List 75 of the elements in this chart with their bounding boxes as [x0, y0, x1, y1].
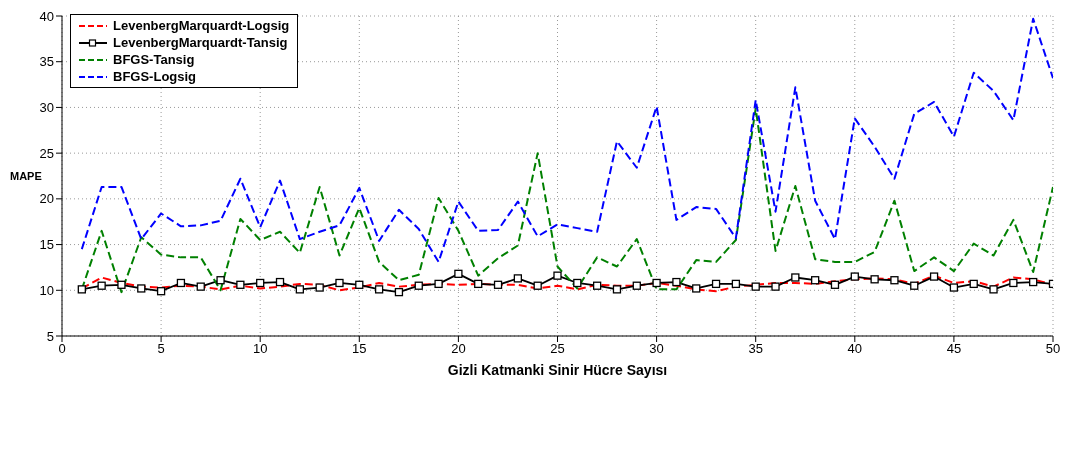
point [811, 276, 820, 285]
point [989, 285, 998, 294]
x-tick-label: 15 [352, 341, 367, 357]
x-axis-title: Gizli Katmanki Sinir Hücre Sayısı [447, 362, 668, 378]
point [553, 271, 562, 280]
legend-label: BFGS-Tansig [113, 52, 195, 67]
x-tick-label: 25 [550, 341, 565, 357]
point [236, 280, 245, 289]
point [573, 278, 582, 288]
point [969, 279, 978, 289]
point [632, 281, 641, 290]
y-tick-label: 30 [39, 100, 54, 116]
point [929, 272, 939, 281]
x-tick-label: 50 [1045, 341, 1061, 357]
point [335, 278, 344, 288]
point [652, 278, 661, 288]
point [711, 279, 721, 289]
point [374, 285, 384, 294]
point [394, 287, 404, 297]
point [355, 280, 364, 289]
y-tick-label: 10 [39, 282, 54, 298]
y-tick-label: 20 [39, 191, 54, 207]
point [196, 282, 205, 291]
point [870, 275, 879, 284]
point [771, 282, 780, 291]
point [117, 280, 126, 289]
y-tick-label: 40 [39, 8, 54, 24]
point [692, 284, 701, 293]
point [493, 280, 503, 289]
point [454, 269, 463, 278]
legend-label: LevenbergMarquardt-Tansig [113, 35, 288, 50]
point [275, 277, 285, 287]
x-tick-label: 5 [157, 341, 165, 357]
point [1029, 277, 1038, 287]
x-tick-label: 45 [946, 341, 962, 357]
point [414, 281, 423, 290]
point [612, 285, 622, 294]
x-tick-label: 0 [58, 341, 66, 357]
point [137, 284, 146, 293]
point [890, 276, 899, 285]
x-tick-label: 40 [847, 341, 863, 357]
y-tick-label: 25 [39, 145, 54, 161]
point [474, 279, 483, 289]
x-tick-label: 10 [252, 341, 268, 357]
y-tick-label: 15 [39, 237, 54, 253]
y-tick-label: 35 [39, 54, 54, 70]
point [949, 283, 959, 292]
point [434, 279, 443, 289]
point [910, 281, 919, 290]
point [1009, 278, 1018, 288]
point [256, 278, 265, 288]
point [592, 281, 602, 290]
point [731, 279, 741, 289]
point [295, 285, 304, 294]
point [533, 281, 542, 290]
point [830, 280, 840, 289]
point [513, 274, 523, 283]
y-axis-title: MAPE [10, 169, 42, 182]
x-tick-label: 35 [748, 341, 763, 357]
legend-label: LevenbergMarquardt-Logsig [113, 18, 290, 33]
point [156, 287, 166, 296]
point [176, 278, 186, 288]
point [315, 283, 324, 292]
point [751, 282, 760, 291]
point [216, 276, 225, 285]
legend-label: BFGS-Logsig [113, 69, 197, 84]
point [672, 277, 681, 287]
point [850, 272, 859, 281]
x-tick-label: 30 [649, 341, 664, 357]
y-tick-label: 5 [46, 328, 54, 344]
line-series [80, 17, 1053, 263]
point [791, 273, 800, 282]
x-tick-label: 20 [451, 341, 466, 357]
point [97, 281, 106, 290]
point [77, 285, 86, 294]
